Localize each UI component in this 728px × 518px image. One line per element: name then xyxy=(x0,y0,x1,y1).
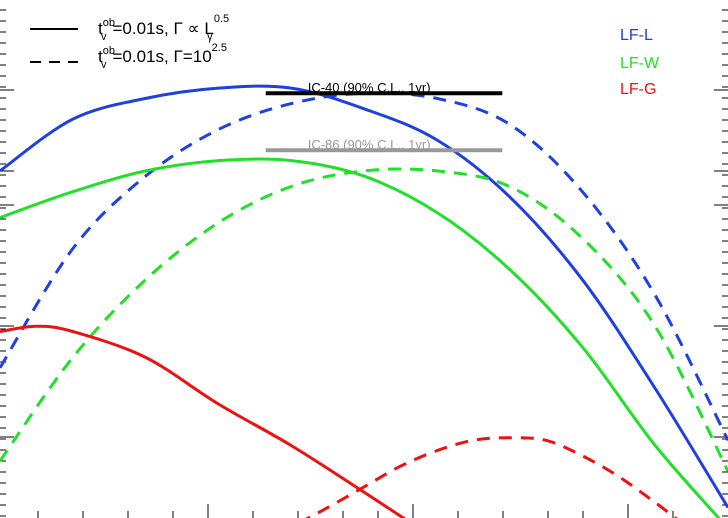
legend-lf-w: LF-W xyxy=(620,55,660,72)
series-lf-g-dashed xyxy=(305,436,679,518)
legend-lf-g: LF-G xyxy=(620,81,656,98)
legend-dashed-label: tob v =0.01s, Γ=102.5 xyxy=(98,42,227,71)
legend-lf-l: LF-L xyxy=(620,27,653,44)
limit-label-ic86: IC-86 (90% C.L., 1yr) xyxy=(308,137,431,152)
color-legend: LF-L LF-W LF-G xyxy=(620,27,660,98)
series-lf-w-dashed xyxy=(0,167,728,473)
series-lf-l-dashed xyxy=(0,91,728,441)
limit-label-ic40: IC-40 (90% C.L., 1yr) xyxy=(308,80,431,95)
series-lf-l-solid xyxy=(0,84,728,509)
series-layer xyxy=(0,84,728,518)
style-legend: tob v =0.01s, Γ ∝ L0.5 γ tob v =0.01s, Γ=102.… xyxy=(30,13,229,71)
legend-solid-label: tob v =0.01s, Γ ∝ L0.5 γ xyxy=(98,13,229,43)
series-lf-g-solid xyxy=(0,324,407,518)
annotation-layer: IC-40 (90% C.L., 1yr) IC-86 (90% C.L., 1y… xyxy=(265,80,503,153)
series-lf-w-solid xyxy=(0,157,721,518)
